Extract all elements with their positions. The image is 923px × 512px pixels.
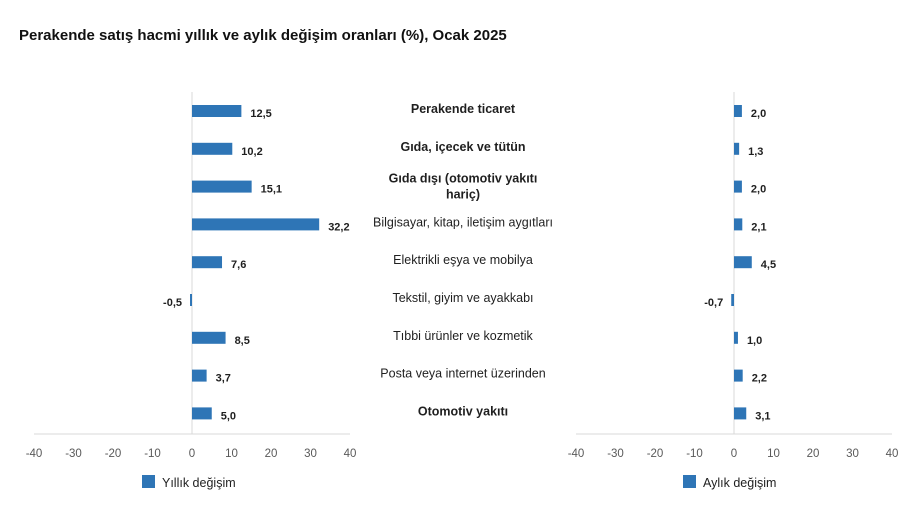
monthly-bar — [734, 407, 747, 420]
annual-bar — [190, 294, 192, 306]
monthly-bar — [734, 218, 743, 231]
annual-tick-label: 0 — [189, 448, 195, 460]
category-labels: Perakende ticaret Gıda, içecek ve tütün Gı… — [373, 102, 553, 418]
monthly-value-label: -0,7 — [704, 297, 723, 309]
monthly-bar — [734, 369, 743, 382]
category-label: Posta veya internet üzerinden — [380, 367, 545, 381]
monthly-value-label: 2,2 — [752, 373, 767, 385]
monthly-bar — [731, 294, 734, 306]
category-label: Bilgisayar, kitap, iletişim aygıtları — [373, 215, 553, 229]
annual-legend-label: Yıllık değişim — [162, 476, 236, 490]
annual-tick-label: -20 — [105, 448, 122, 460]
annual-bar — [192, 331, 226, 344]
annual-bar — [192, 256, 223, 269]
monthly-value-label: 1,3 — [748, 146, 763, 158]
monthly-change-panel: -40 -30 -20 -10 0 10 20 30 40 2,0 1,3 2,0 2,1 4,5 -0,7… — [568, 92, 899, 490]
monthly-tick-label: -40 — [568, 448, 585, 460]
annual-bar — [192, 407, 212, 420]
annual-value-label: 3,7 — [216, 373, 231, 385]
annual-bar — [192, 105, 242, 117]
monthly-tick-label: -30 — [607, 448, 624, 460]
annual-value-label: 5,0 — [221, 410, 236, 422]
monthly-legend-swatch — [683, 475, 696, 488]
category-label: Elektrikli eşya ve mobilya — [393, 253, 533, 267]
monthly-bar — [734, 180, 742, 193]
monthly-tick-label: -10 — [686, 448, 703, 460]
monthly-value-label: 2,1 — [751, 221, 766, 233]
annual-bar — [192, 218, 320, 231]
monthly-bar — [734, 142, 740, 155]
monthly-tick-label: 0 — [731, 448, 737, 460]
monthly-bar — [734, 331, 738, 344]
monthly-bar — [734, 256, 752, 269]
monthly-tick-label: 10 — [767, 448, 780, 460]
annual-tick-label: 30 — [304, 448, 317, 460]
annual-legend-swatch — [142, 475, 155, 488]
annual-value-label: 10,2 — [241, 146, 262, 158]
annual-tick-label: -10 — [144, 448, 161, 460]
monthly-tick-label: 30 — [846, 448, 859, 460]
monthly-bar — [734, 105, 742, 117]
category-label: Gıda, içecek ve tütün — [400, 140, 525, 154]
annual-tick-label: 10 — [225, 448, 238, 460]
annual-value-label: 7,6 — [231, 259, 246, 271]
monthly-value-label: 1,0 — [747, 335, 762, 347]
annual-value-label: -0,5 — [163, 297, 182, 309]
annual-bar — [192, 142, 233, 155]
annual-bar — [192, 369, 207, 382]
category-label: Tekstil, giyim ve ayakkabı — [392, 291, 533, 305]
annual-change-panel: -40 -30 -20 -10 0 10 20 30 40 12,5 10,2 15,1 32,2 7,6… — [26, 92, 357, 490]
category-label: Tıbbi ürünler ve kozmetik — [393, 329, 533, 343]
category-label: Gıda dışı (otomotiv yakıtı hariç) — [389, 172, 538, 202]
annual-value-label: 8,5 — [235, 335, 250, 347]
category-label: Otomotiv yakıtı — [418, 404, 508, 418]
annual-value-label: 12,5 — [250, 108, 271, 120]
monthly-tick-label: 40 — [886, 448, 899, 460]
annual-value-label: 15,1 — [261, 184, 282, 196]
monthly-value-label: 4,5 — [761, 259, 776, 271]
annual-tick-label: 40 — [344, 448, 357, 460]
annual-bar — [192, 180, 252, 193]
monthly-value-label: 2,0 — [751, 184, 766, 196]
monthly-tick-label: -20 — [647, 448, 664, 460]
annual-tick-label: 20 — [265, 448, 278, 460]
chart-title: Perakende satış hacmi yıllık ve aylık de… — [19, 27, 507, 44]
monthly-tick-label: 20 — [807, 448, 820, 460]
monthly-legend-label: Aylık değişim — [703, 476, 776, 490]
annual-value-label: 32,2 — [328, 221, 349, 233]
annual-tick-label: -40 — [26, 448, 43, 460]
monthly-value-label: 3,1 — [755, 410, 770, 422]
category-label: Perakende ticaret — [411, 102, 516, 116]
monthly-value-label: 2,0 — [751, 108, 766, 120]
annual-tick-label: -30 — [65, 448, 82, 460]
